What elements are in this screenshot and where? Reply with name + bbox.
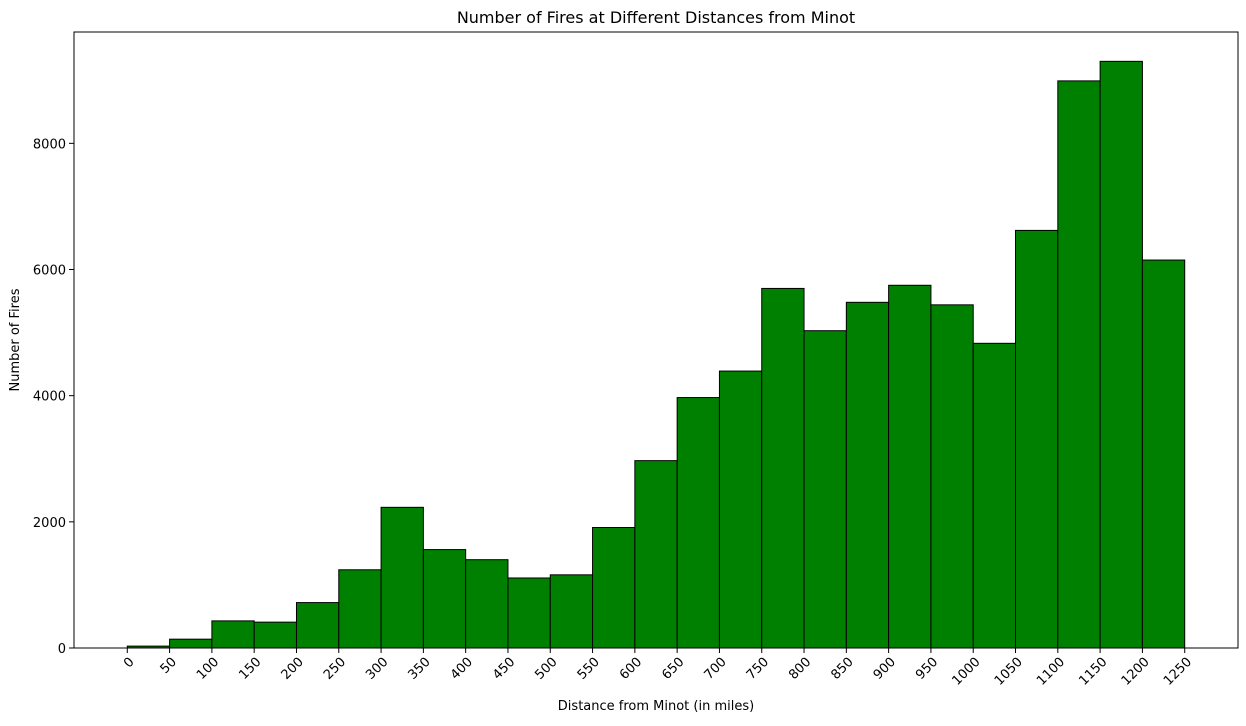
histogram-bar — [380, 506, 424, 649]
histogram-bar — [761, 287, 805, 649]
y-axis-ticks: 0 2000 4000 6000 8000 — [33, 137, 74, 657]
histogram-bar — [211, 620, 255, 649]
plot-frame — [73, 31, 1239, 649]
y-tick-label: 0 — [58, 642, 66, 657]
histogram-bar — [930, 304, 974, 649]
histogram-bar — [845, 301, 890, 649]
y-tick-label: 6000 — [33, 264, 66, 279]
histogram-bar — [1057, 80, 1101, 649]
x-axis-label: Distance from Minot (in miles) — [558, 699, 754, 714]
chart-title: Number of Fires at Different Distances f… — [457, 8, 855, 27]
bars-group — [126, 60, 1186, 649]
histogram-bar — [888, 284, 932, 649]
y-axis-label: Number of Fires — [8, 288, 23, 391]
histogram-bar — [169, 638, 213, 649]
histogram-bar — [676, 397, 720, 649]
y-tick-label: 8000 — [33, 137, 66, 152]
histogram-bar — [465, 559, 509, 649]
histogram-bar — [1099, 60, 1143, 649]
y-tick-label: 2000 — [33, 516, 66, 531]
histogram-bar — [422, 549, 467, 649]
histogram-bar — [253, 621, 297, 649]
histogram-bar — [803, 330, 847, 649]
y-tick-label: 4000 — [33, 390, 66, 405]
histogram-bar — [634, 460, 678, 649]
histogram-bar — [972, 342, 1017, 649]
histogram-bar — [1141, 259, 1186, 649]
histogram-bar — [549, 574, 594, 649]
histogram-bar — [338, 569, 382, 649]
histogram-bar — [507, 577, 551, 649]
histogram-bar — [295, 602, 340, 649]
histogram-bar — [1015, 229, 1059, 649]
histogram-bar — [592, 527, 636, 649]
histogram-bar — [718, 370, 763, 649]
